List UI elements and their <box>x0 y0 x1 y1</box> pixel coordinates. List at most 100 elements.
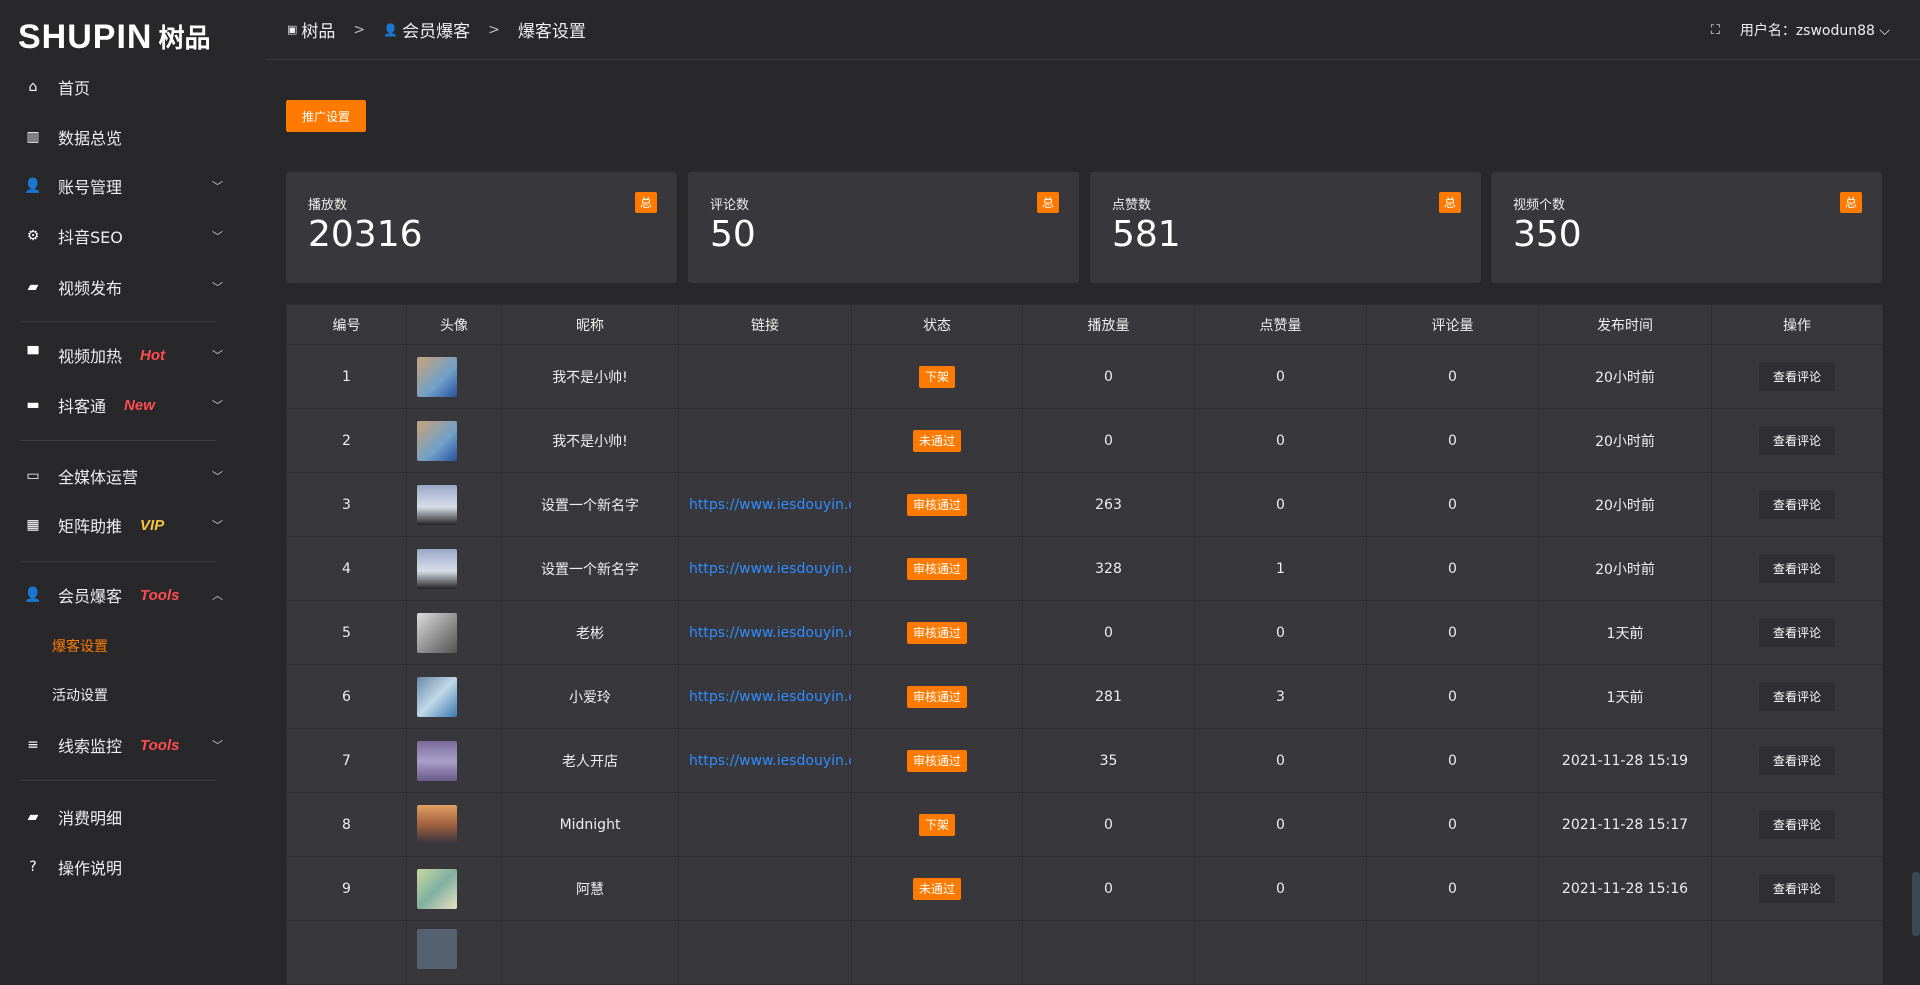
column-header: 发布时间 <box>1538 304 1712 345</box>
row-id: 7 <box>286 728 407 793</box>
publish-time: 1天前 <box>1538 600 1712 665</box>
view-comments-button[interactable]: 查看评论 <box>1757 553 1836 584</box>
fullscreen-icon[interactable]: ⛶ <box>1710 22 1720 38</box>
sidebar-item-8[interactable]: ▦ 矩阵助推 VIP ﹀ <box>0 505 265 545</box>
separator-icon: > <box>353 21 366 38</box>
nickname: 我不是小帅! <box>501 344 679 409</box>
sidebar-item-label: 抖音SEO <box>58 228 123 247</box>
video-link[interactable]: https://www.iesdouyin.c <box>678 536 852 601</box>
status-badge: 审核通过 <box>906 558 967 580</box>
publish-time: 20小时前 <box>1538 344 1712 409</box>
nickname: Midnight <box>501 792 679 857</box>
plays: 263 <box>1022 472 1195 537</box>
sidebar-sub-activity-settings[interactable]: 活动设置 <box>52 688 108 704</box>
breadcrumb-current: 爆客设置 <box>517 22 586 42</box>
sidebar-item-label: 首页 <box>58 79 91 98</box>
likes: 0 <box>1194 792 1367 857</box>
sidebar-item-2[interactable]: 👤 账号管理 ﹀ <box>0 166 265 206</box>
video-table: 编号 头像 昵称 链接 状态 播放量 点赞量 评论量 发布时间 操作 1 我不是小帅! 下架 0 … <box>286 304 1883 985</box>
breadcrumb-home[interactable]: 树品 <box>301 22 336 42</box>
sidebar-item-4[interactable]: ▰ 视频发布 ﹀ <box>0 267 265 307</box>
stat-label: 播放数 <box>308 198 348 213</box>
view-comments-button[interactable]: 查看评论 <box>1757 681 1836 712</box>
column-header: 昵称 <box>501 304 679 345</box>
nickname: 设置一个新名字 <box>501 536 679 601</box>
chevron-down-icon: ﹀ <box>212 739 223 752</box>
scrollbar[interactable] <box>1912 872 1920 936</box>
sidebar-item-6[interactable]: ▬ 抖客通 New ﹀ <box>0 385 265 425</box>
sidebar-item-3[interactable]: ⚙ 抖音SEO ﹀ <box>0 216 265 256</box>
video-link[interactable] <box>678 408 852 473</box>
separator-icon: > <box>488 21 500 38</box>
promo-settings-button[interactable]: 推广设置 <box>286 100 366 132</box>
chevron-down-icon: ⌵ <box>1874 23 1890 39</box>
video-link[interactable] <box>678 792 852 857</box>
video-link[interactable]: https://www.iesdouyin.c <box>678 472 852 537</box>
divider <box>20 440 216 441</box>
video-link[interactable]: https://www.iesdouyin.c <box>678 664 852 729</box>
sidebar-item-12[interactable]: ? 操作说明 <box>0 847 265 887</box>
video-link[interactable] <box>678 856 852 921</box>
plays: 0 <box>1022 408 1195 473</box>
status-badge: 下架 <box>918 366 955 388</box>
nickname: 我不是小帅! <box>501 408 679 473</box>
sidebar-item-7[interactable]: ▭ 全媒体运营 ﹀ <box>0 456 265 496</box>
breadcrumb-member[interactable]: 会员爆客 <box>402 22 471 42</box>
status-badge: 未通过 <box>912 430 961 452</box>
view-comments-button[interactable]: 查看评论 <box>1757 425 1836 456</box>
view-comments-button[interactable]: 查看评论 <box>1757 361 1836 392</box>
sidebar-item-label: 矩阵助推 <box>58 517 123 536</box>
view-comments-button[interactable]: 查看评论 <box>1757 809 1836 840</box>
row-id: 3 <box>286 472 407 537</box>
sidebar-item-label: 数据总览 <box>58 129 123 148</box>
table-row: 2 我不是小帅! 未通过 0 0 0 20小时前 查看评论 <box>286 408 1883 473</box>
avatar <box>417 676 457 717</box>
comments: 0 <box>1366 536 1539 601</box>
sidebar-item-1[interactable]: ▥ 数据总览 <box>0 117 265 157</box>
chevron-up-icon: ︿ <box>212 589 223 602</box>
view-comments-button[interactable]: 查看评论 <box>1757 873 1836 904</box>
sidebar-item-label: 账号管理 <box>58 178 123 197</box>
logo[interactable]: SHUPIN 树品 <box>18 14 210 54</box>
sidebar-sub-baoke-settings[interactable]: 爆客设置 <box>52 639 108 655</box>
video-link[interactable] <box>678 344 852 409</box>
sidebar-item-10[interactable]: ≡ 线索监控 Tools ﹀ <box>0 725 265 765</box>
status-badge: 下架 <box>918 814 955 836</box>
chevron-down-icon: ﹀ <box>212 519 223 532</box>
plays: 35 <box>1022 728 1195 793</box>
sidebar-item-11[interactable]: ▰ 消费明细 <box>0 797 265 837</box>
sidebar-item-0[interactable]: ⌂ 首页 <box>0 67 265 107</box>
user-menu[interactable]: 用户名：zswodun88 ⌵ <box>1740 20 1890 40</box>
table-row: 5 老彬 https://www.iesdouyin.c 审核通过 0 0 0 … <box>286 600 1883 665</box>
divider <box>20 780 216 781</box>
header: ▣ 树品 > 👤 会员爆客 > 爆客设置 ⛶ 用户名：zswodun88 ⌵ <box>265 0 1920 60</box>
nickname: 老人开店 <box>501 728 679 793</box>
nickname: 阿慧 <box>501 856 679 921</box>
table-row: 3 设置一个新名字 https://www.iesdouyin.c 审核通过 2… <box>286 472 1883 537</box>
publish-time: 2021-11-28 15:17 <box>1538 792 1712 857</box>
view-comments-button[interactable]: 查看评论 <box>1757 745 1836 776</box>
stat-value: 50 <box>710 214 756 255</box>
question-icon: ? <box>29 859 37 875</box>
avatar <box>417 868 457 909</box>
chevron-down-icon: ﹀ <box>212 180 223 193</box>
plays: 0 <box>1022 792 1195 857</box>
video-link[interactable]: https://www.iesdouyin.c <box>678 600 852 665</box>
sidebar-item-5[interactable]: ▀ 视频加热 Hot ﹀ <box>0 335 265 375</box>
sidebar-item-9[interactable]: 👤 会员爆客 Tools ︿ <box>0 575 265 615</box>
table-row: 6 小爱玲 https://www.iesdouyin.c 审核通过 281 3… <box>286 664 1883 729</box>
view-comments-button[interactable]: 查看评论 <box>1757 617 1836 648</box>
sidebar-tag: VIP <box>140 516 165 534</box>
stat-card: 评论数 总 50 <box>688 172 1079 283</box>
comments: 0 <box>1366 792 1539 857</box>
video-link[interactable]: https://www.iesdouyin.c <box>678 728 852 793</box>
view-comments-button[interactable]: 查看评论 <box>1757 489 1836 520</box>
avatar <box>417 929 457 969</box>
row-id: 2 <box>286 408 407 473</box>
column-header: 头像 <box>406 304 502 345</box>
chevron-down-icon: ﹀ <box>212 230 223 243</box>
avatar <box>417 612 457 653</box>
likes: 1 <box>1194 536 1367 601</box>
user-icon: 👤 <box>24 587 42 603</box>
comments: 0 <box>1366 344 1539 409</box>
